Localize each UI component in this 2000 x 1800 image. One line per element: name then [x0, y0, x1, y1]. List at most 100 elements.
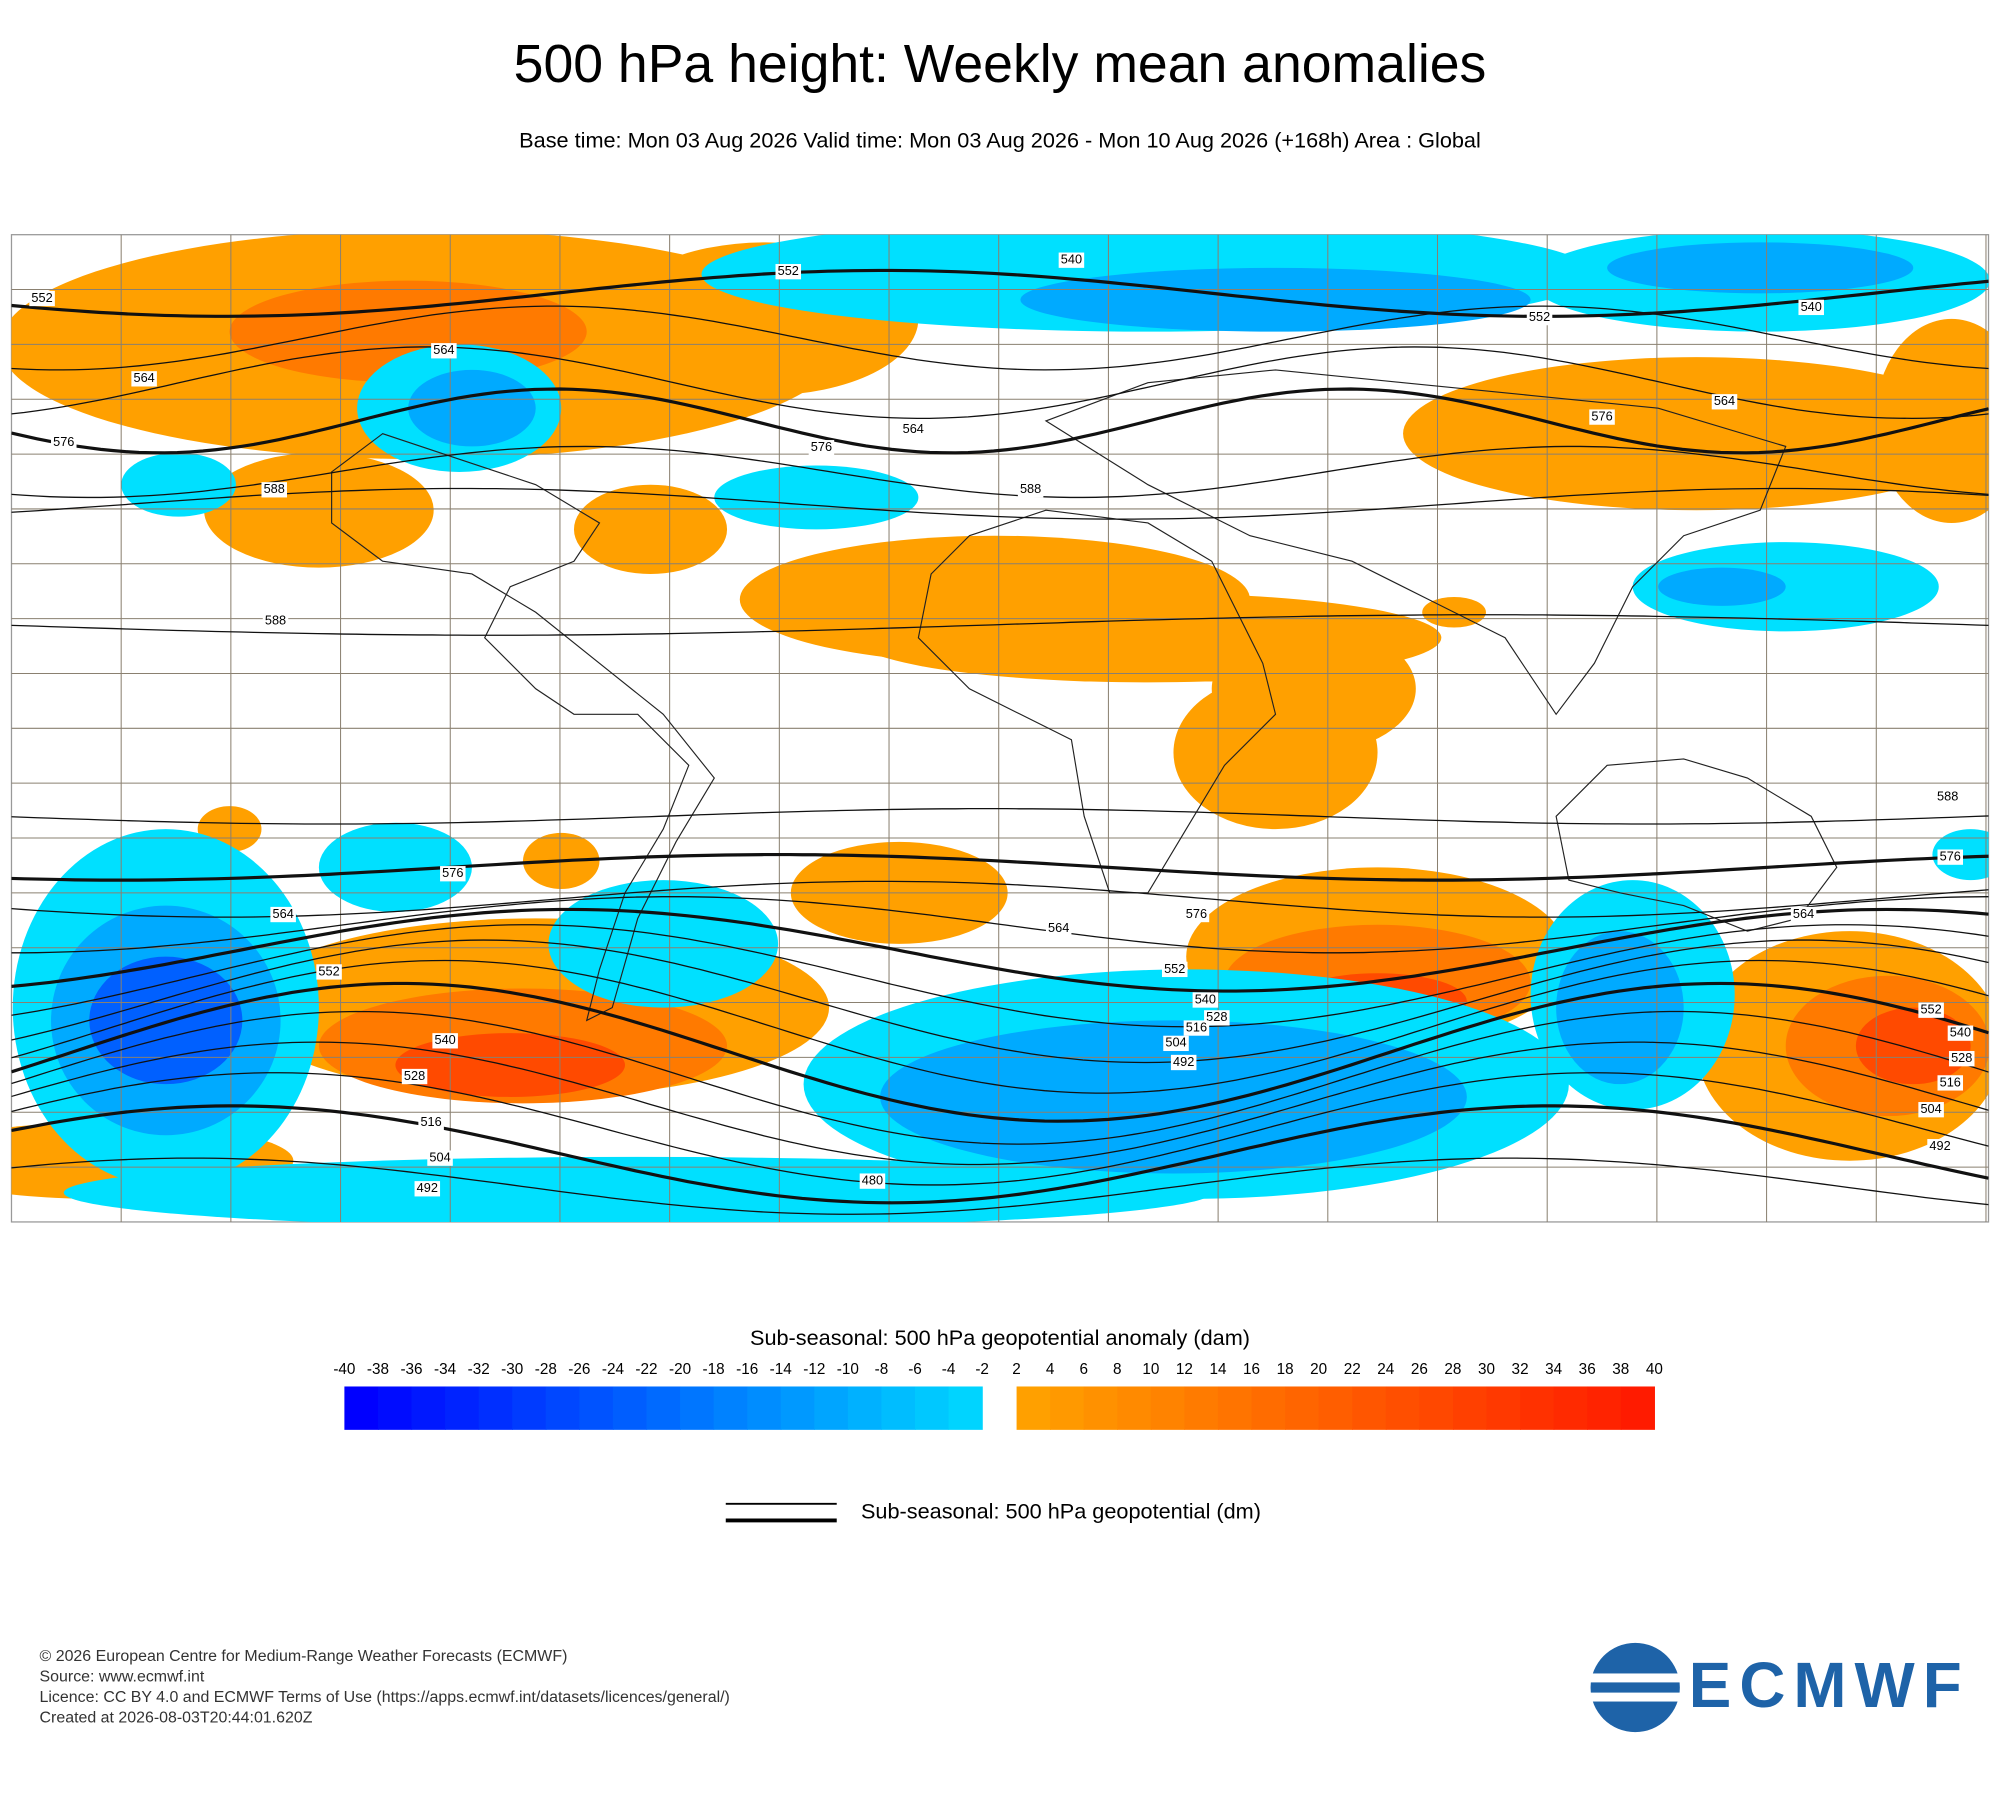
contour-label: 564 — [433, 342, 454, 357]
contour-label-box — [270, 906, 296, 923]
colorbar-tick-label: -40 — [333, 1361, 355, 1378]
colorbar-segment — [747, 1386, 782, 1430]
contour-label-box — [427, 1150, 453, 1166]
contour-line — [11, 387, 1989, 455]
colorbar-tick-label: 24 — [1377, 1361, 1395, 1378]
contour-label: 576 — [1186, 906, 1207, 921]
colorbar-segment — [1184, 1386, 1219, 1430]
contour-label-box — [29, 290, 55, 307]
contour-label: 564 — [1048, 920, 1069, 935]
contour-label: 528 — [404, 1068, 425, 1083]
colorbar-segment — [1587, 1386, 1622, 1430]
colorbar-segment — [1117, 1386, 1152, 1430]
colorbar-tick-label: 26 — [1411, 1361, 1428, 1378]
contour-line — [11, 445, 1989, 499]
footer: © 2026 European Centre for Medium-Range … — [40, 1648, 730, 1726]
colorbar-tick-label: 16 — [1243, 1361, 1260, 1378]
colorbar-segment — [1553, 1386, 1588, 1430]
logo: ECMWF — [1588, 1642, 1962, 1733]
coastline — [917, 509, 1277, 894]
contour-line — [11, 880, 1989, 918]
contour-line — [11, 487, 1989, 520]
contour-label: 540 — [1801, 299, 1822, 314]
contour-label-box — [51, 434, 77, 451]
contour-label: 552 — [318, 963, 339, 978]
colorbar-segment — [948, 1386, 983, 1430]
contour-label: 564 — [1714, 393, 1735, 408]
contour-label: 564 — [903, 421, 924, 436]
contour-label-box — [261, 482, 287, 498]
colorbar-segment — [713, 1386, 748, 1430]
contour-label: 528 — [1951, 1050, 1972, 1065]
colorbar-segment — [1452, 1386, 1488, 1430]
colorbar-tick-label: 2 — [1012, 1361, 1021, 1378]
colorbar-tick-label: -30 — [501, 1361, 523, 1378]
contour-label: 588 — [1020, 481, 1041, 496]
colorbar-segment — [1385, 1386, 1421, 1430]
contour-label: 480 — [862, 1172, 883, 1187]
colorbar-segment — [1050, 1386, 1085, 1430]
colorbar-title: Sub-seasonal: 500 hPa geopotential anoma… — [750, 1325, 1250, 1350]
colorbar-tick-label: 8 — [1113, 1361, 1122, 1378]
contour-line — [11, 907, 1989, 993]
contour-label: 552 — [1920, 1002, 1941, 1017]
contour-line — [11, 268, 1989, 318]
contour-label: 528 — [1206, 1009, 1227, 1024]
contour-line — [11, 808, 1989, 825]
colorbar-tick-label: 28 — [1444, 1361, 1461, 1378]
colorbar-tick-label: -22 — [635, 1361, 657, 1378]
contour-line — [11, 346, 1989, 420]
colorbar-tick-label: -20 — [669, 1361, 691, 1378]
colorbar-segment — [1486, 1386, 1521, 1430]
colorbar-tick-label: 22 — [1344, 1361, 1361, 1378]
colorbar-segment — [1620, 1386, 1655, 1430]
anomaly-area — [1211, 625, 1416, 753]
contour-label: 588 — [1937, 789, 1958, 804]
colorbar-tick-label: -36 — [400, 1361, 422, 1378]
map: 552 552 540 552 540 564 576 588 564 576 564 588 576 5… — [11, 234, 1989, 1222]
contour-label-box — [1790, 906, 1817, 923]
contour-label-box — [1934, 789, 1961, 805]
anomaly-area — [714, 465, 919, 530]
contour-label-box — [1948, 1051, 1975, 1067]
colorbar-tick-label: 6 — [1079, 1361, 1088, 1378]
contour-label-box — [1058, 252, 1085, 268]
contour-label-box — [1183, 906, 1210, 923]
contour-label: 540 — [1061, 252, 1082, 267]
contour-label: 540 — [435, 1032, 456, 1047]
anomaly-area — [121, 452, 236, 517]
contour-label: 576 — [811, 439, 832, 454]
contour-label-box — [1170, 1054, 1197, 1071]
contour-label: 540 — [1195, 991, 1216, 1006]
colorbar-tick-label: 12 — [1176, 1361, 1193, 1378]
anomaly-area — [63, 1156, 1212, 1222]
colorbar-segment — [411, 1386, 446, 1430]
contour-line — [11, 896, 1989, 954]
contour-label: 564 — [273, 906, 294, 921]
colorbar-tick-label: 40 — [1646, 1361, 1663, 1378]
contour-label-box — [775, 264, 802, 280]
colorbar-tick-label: -38 — [367, 1361, 389, 1378]
contour-label-box — [1017, 482, 1044, 498]
contour-label: 516 — [1940, 1074, 1961, 1089]
colorbar-segment — [545, 1386, 580, 1430]
contour-line — [11, 939, 1989, 1064]
contour-label-box — [1589, 409, 1615, 425]
anomaly-area — [1875, 318, 1989, 523]
colorbar-segment — [1016, 1386, 1051, 1430]
contour-line — [11, 981, 1989, 1123]
colorbar-tick-label: -4 — [942, 1361, 956, 1378]
contour-label-box — [262, 613, 289, 629]
contour-label: 504 — [1165, 1035, 1186, 1050]
contour-label-box — [1918, 1002, 1944, 1018]
colorbar-tick-label: -34 — [434, 1361, 457, 1378]
contour-label: 576 — [442, 865, 463, 880]
contour-label-box — [1947, 1025, 1974, 1041]
contour-label-box — [431, 343, 457, 359]
colorbar-segment — [1285, 1386, 1320, 1430]
contour-label-box — [1918, 1102, 1944, 1118]
contour-label-box — [432, 1033, 458, 1049]
contour-label: 588 — [264, 481, 285, 496]
colorbar-segment — [1217, 1386, 1253, 1430]
title: 500 hPa height: Weekly mean anomalies — [514, 35, 1487, 94]
